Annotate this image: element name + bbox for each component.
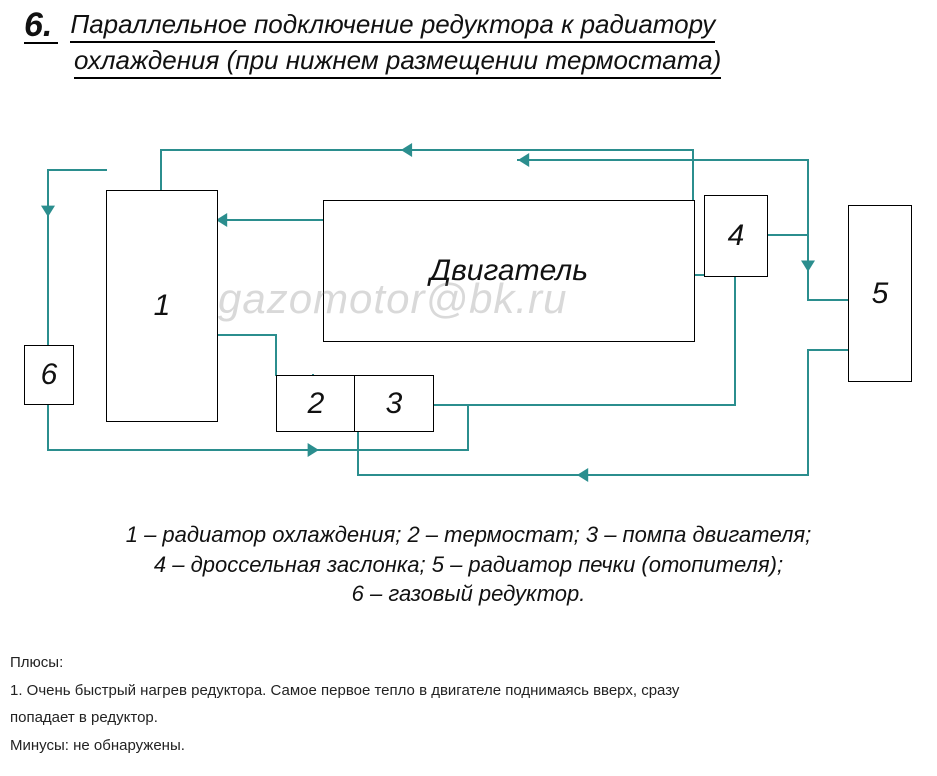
- box-4-label: 4: [728, 219, 745, 253]
- box-1-label: 1: [154, 289, 171, 323]
- title-line-1: Параллельное подключение редуктора к рад…: [70, 8, 715, 43]
- diagram-area: 1 Двигатель 2 3 4 5 6 gazomotor@bk.ru: [18, 120, 918, 500]
- box-throttle: 4: [704, 195, 768, 277]
- engine-label: Двигатель: [430, 254, 588, 288]
- box-radiator: 1: [106, 190, 218, 422]
- box-6-label: 6: [41, 358, 58, 392]
- title-block: 6. Параллельное подключение редуктора к …: [24, 8, 917, 79]
- box-3-label: 3: [386, 387, 403, 421]
- notes-plus-1b: попадает в редуктор.: [10, 705, 917, 731]
- box-gas-reducer: 6: [24, 345, 74, 405]
- legend-line-2: 4 – дроссельная заслонка; 5 – радиатор п…: [60, 550, 877, 580]
- box-2-label: 2: [308, 387, 325, 421]
- section-number: 6.: [24, 8, 58, 44]
- box-heater-radiator: 5: [848, 205, 912, 382]
- title-line-2: охлаждения (при нижнем размещении термос…: [74, 44, 721, 79]
- box-engine: Двигатель: [323, 200, 695, 342]
- notes-block: Плюсы: 1. Очень быстрый нагрев редуктора…: [10, 650, 917, 760]
- box-thermostat: 2: [276, 375, 356, 432]
- box-pump: 3: [354, 375, 434, 432]
- box-5-label: 5: [872, 277, 889, 311]
- legend: 1 – радиатор охлаждения; 2 – термостат; …: [60, 520, 877, 609]
- notes-plus-1: 1. Очень быстрый нагрев редуктора. Самое…: [10, 678, 917, 704]
- notes-plus-heading: Плюсы:: [10, 650, 917, 676]
- legend-line-1: 1 – радиатор охлаждения; 2 – термостат; …: [60, 520, 877, 550]
- notes-minus: Минусы: не обнаружены.: [10, 733, 917, 759]
- legend-line-3: 6 – газовый редуктор.: [60, 579, 877, 609]
